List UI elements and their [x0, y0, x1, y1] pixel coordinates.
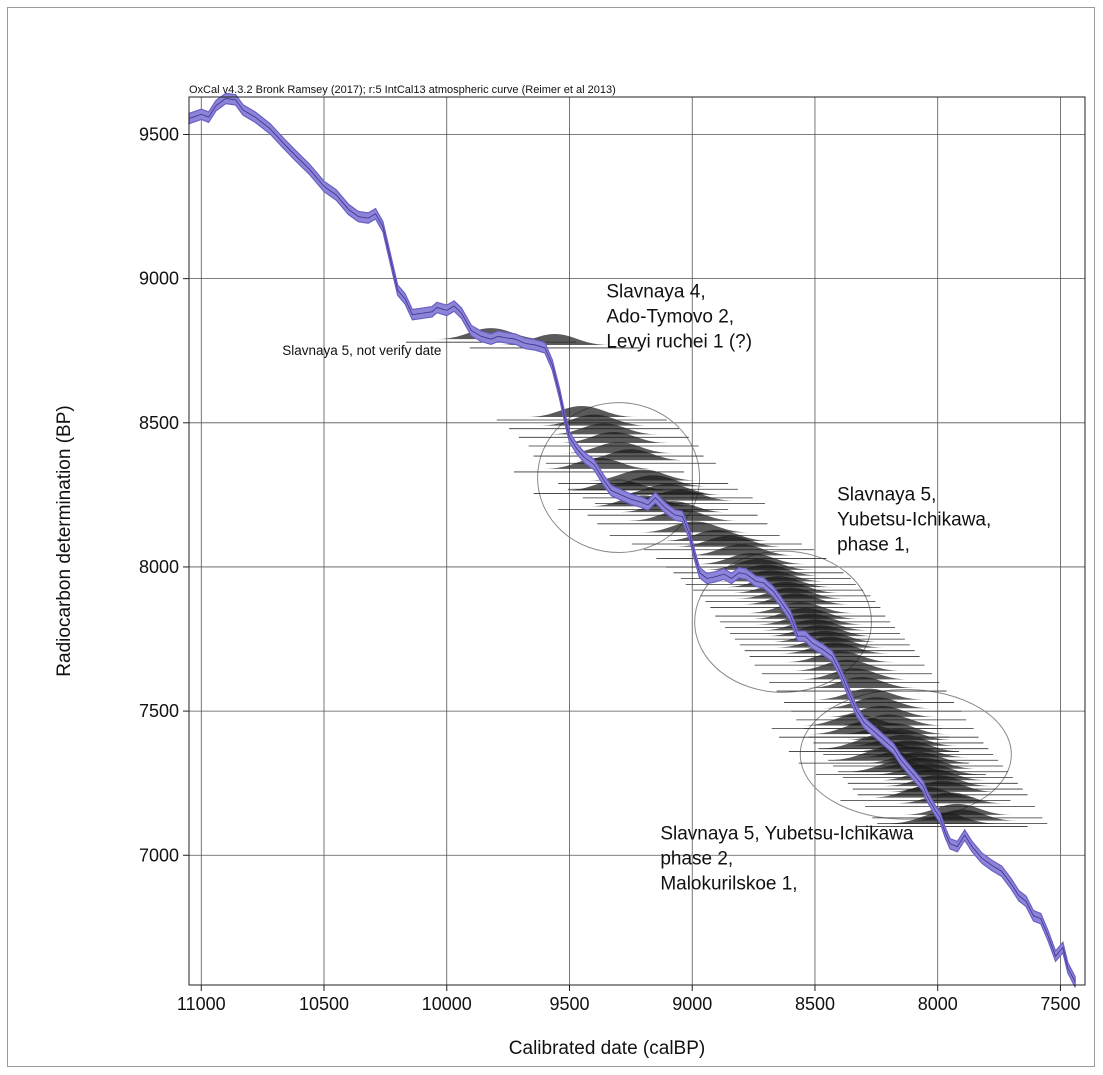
calibration-curve — [188, 92, 1076, 988]
calibrated-date — [798, 749, 969, 764]
date-probability — [806, 677, 917, 689]
date-probability — [548, 423, 659, 435]
date-probability — [791, 659, 902, 671]
y-tick-label: 7000 — [139, 845, 179, 865]
y-axis-title: Radiocarbon determination (BP) — [54, 405, 75, 676]
annotation-line: phase 2, — [660, 848, 733, 869]
y-tick-label: 7500 — [139, 701, 179, 721]
chart-header: OxCal v4.3.2 Bronk Ramsey (2017); r:5 In… — [189, 84, 616, 96]
date-probability — [563, 442, 674, 454]
date-probability — [674, 535, 785, 547]
annotation-line: Slavnaya 5, Yubetsu-Ichikawa — [660, 823, 914, 844]
date-probability — [826, 705, 937, 717]
date-probability — [612, 483, 723, 495]
date-probability — [686, 544, 797, 556]
annotation-line: Malokurilskoe 1, — [660, 873, 797, 894]
y-tick-label: 9000 — [139, 269, 179, 289]
annotation-group2: Slavnaya 5, Yubetsu-Ichikawa, phase 1, — [837, 485, 991, 556]
date-probability — [703, 558, 814, 570]
cluster-ellipse — [799, 688, 1012, 820]
x-tick-label: 10000 — [422, 994, 472, 1014]
date-probability — [813, 688, 924, 700]
date-probability — [723, 576, 834, 588]
x-tick-label: 9500 — [549, 994, 589, 1014]
y-tick-label: 9500 — [139, 124, 179, 144]
date-probability — [774, 636, 885, 648]
annotation-line: Ado-Tymovo 2, — [606, 306, 734, 327]
date-probability — [818, 737, 929, 749]
date-probability — [696, 553, 807, 565]
date-probability — [526, 406, 637, 418]
date-probability — [902, 803, 1013, 815]
calibration-band — [188, 92, 1076, 988]
annotation-group1: Slavnaya 4, Ado-Tymovo 2, Levyi ruchei 1 (… — [606, 281, 752, 352]
x-tick-label: 7500 — [1040, 994, 1080, 1014]
x-tick-label: 11000 — [177, 994, 226, 1014]
date-probability — [750, 607, 861, 619]
date-probability — [799, 668, 910, 680]
y-tick-label: 8500 — [139, 413, 179, 433]
date-probability — [745, 602, 856, 614]
x-axis-ticks: 11000 10500 10000 9500 9000 8500 8000 7500 — [177, 985, 1080, 1014]
x-tick-label: 10500 — [299, 994, 349, 1014]
annotation-line: phase 1, — [837, 535, 910, 556]
date-probability — [755, 613, 866, 625]
cluster-ellipse — [537, 402, 701, 554]
date-probability — [543, 457, 654, 469]
y-axis-ticks: 9500 9000 8500 8000 7500 7000 — [139, 124, 189, 865]
figure-frame — [7, 7, 1095, 1067]
date-probability — [639, 521, 750, 533]
calibrated-date — [771, 714, 942, 729]
date-probability — [588, 469, 699, 481]
y-tick-label: 8000 — [139, 557, 179, 577]
date-probability — [735, 587, 846, 599]
x-tick-label: 8000 — [918, 994, 958, 1014]
date-probability — [821, 697, 932, 709]
date-probability — [894, 792, 1005, 804]
date-probability — [828, 749, 939, 761]
date-probability — [801, 714, 912, 726]
x-tick-label: 8500 — [795, 994, 835, 1014]
calibrated-date — [545, 449, 716, 464]
calibrated-date — [788, 737, 959, 752]
annotation-group3: Slavnaya 5, Yubetsu-Ichikawa phase 2, Malo… — [660, 823, 914, 894]
x-tick-label: 9000 — [672, 994, 712, 1014]
annotations: Slavnaya 4, Ado-Tymovo 2, Levyi ruchei 1 (… — [282, 281, 991, 894]
grid-lines — [189, 97, 1085, 985]
cluster-ellipses — [537, 402, 1012, 820]
date-probability — [563, 479, 674, 491]
date-probability — [779, 642, 890, 654]
date-probability — [730, 581, 841, 593]
date-probability — [882, 775, 993, 787]
annotation-line: Levyi ruchei 1 (?) — [606, 331, 752, 352]
calibration-midline — [188, 98, 1076, 983]
annotation-line: Yubetsu-Ichikawa, — [837, 510, 991, 531]
date-probability — [575, 449, 686, 461]
date-probability — [759, 619, 870, 631]
date-probability — [558, 431, 669, 443]
annotation-line: Slavnaya 5, — [837, 485, 936, 506]
annotation-line: Slavnaya 5, not verify date — [282, 343, 441, 358]
date-probability — [764, 625, 875, 637]
annotation-line: Slavnaya 4, — [606, 281, 705, 302]
x-axis-title: Calibrated date (calBP) — [509, 1038, 705, 1059]
date-probability — [740, 593, 851, 605]
date-probability — [784, 651, 895, 663]
date-probability — [863, 752, 974, 763]
date-probability — [853, 740, 964, 752]
annotation-outlier: Slavnaya 5, not verify date — [282, 343, 441, 358]
calibrated-date — [776, 677, 947, 692]
plot-border — [188, 96, 1086, 986]
